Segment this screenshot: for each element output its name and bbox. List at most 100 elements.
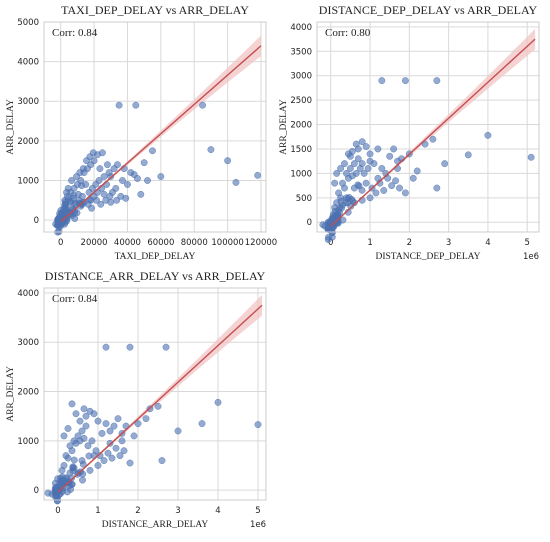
y-tick-label: 1500 (290, 145, 312, 155)
correlation-annotation: Corr: 0.84 (52, 27, 98, 39)
data-point (101, 191, 107, 197)
data-point (331, 180, 337, 186)
x-tick-label: 5 (255, 506, 260, 516)
data-point (381, 187, 387, 193)
data-point (233, 179, 239, 185)
data-point (332, 208, 338, 214)
y-tick-label: 1000 (17, 176, 39, 186)
data-point (144, 177, 150, 183)
y-tick-label: 2500 (290, 96, 312, 106)
data-point (107, 193, 113, 199)
data-point (119, 438, 125, 444)
data-point (359, 160, 365, 166)
y-tick-label: 3500 (290, 47, 312, 57)
data-point (78, 182, 84, 188)
data-point (59, 478, 65, 484)
y-tick-label: 4000 (17, 289, 39, 299)
data-point (392, 178, 398, 184)
x-tick-label: 60000 (147, 238, 174, 248)
data-point (123, 195, 129, 201)
data-point (54, 498, 60, 504)
data-point (341, 185, 347, 191)
y-tick-label: 3000 (290, 72, 312, 82)
data-point (175, 428, 181, 434)
data-point (119, 177, 125, 183)
subplot-3: 0 1 2 3 4 501000200030004000DISTANCE_ARR_DELA… (6, 269, 266, 530)
data-point (386, 153, 392, 159)
data-point (224, 157, 230, 163)
data-point (73, 411, 79, 417)
y-tick-label: 2000 (290, 121, 312, 131)
data-point (379, 165, 385, 171)
subplot-1: 0 20000 40000 60000 80000 100000 1200000100020… (6, 3, 277, 262)
data-point (373, 190, 379, 196)
data-point (355, 182, 361, 188)
x-axis-label: DISTANCE_DEP_DELAY (376, 252, 481, 262)
data-point (396, 185, 402, 191)
data-point (79, 477, 85, 483)
data-point (72, 200, 78, 206)
data-point (359, 187, 365, 193)
x-axis-offset-label: 1e6 (250, 520, 266, 530)
data-point (56, 485, 62, 491)
data-point (255, 421, 261, 427)
data-point (87, 467, 93, 473)
data-point (74, 210, 80, 216)
data-point (61, 462, 67, 468)
y-tick-label: 500 (296, 194, 312, 204)
x-tick-label: 40000 (114, 238, 141, 248)
x-tick-label: 5 (525, 238, 530, 248)
data-point (114, 161, 120, 167)
y-tick-label: 2000 (17, 137, 39, 147)
data-point (71, 457, 77, 463)
x-tick-label: 2 (407, 238, 412, 248)
y-tick-label: 0 (34, 216, 39, 226)
y-axis-label: ARR_DELAY (6, 366, 16, 422)
data-point (127, 460, 133, 466)
data-point (81, 435, 87, 441)
data-point (349, 148, 355, 154)
x-tick-label: 4 (215, 506, 220, 516)
x-tick-label: 20000 (81, 238, 108, 248)
data-point (375, 146, 381, 152)
x-axis-offset-label: 1e6 (523, 252, 539, 262)
x-tick-label: 0 (58, 238, 63, 248)
data-point (121, 447, 127, 453)
x-axis-label: TAXI_DEP_DELAY (115, 252, 196, 262)
x-tick-label: 3 (175, 506, 180, 516)
data-point (107, 428, 113, 434)
x-tick-label: 2 (135, 506, 140, 516)
subplot-title: DISTANCE_ARR_DELAY vs ARR_DELAY (45, 269, 266, 283)
data-point (72, 215, 78, 221)
data-point (70, 465, 76, 471)
y-tick-label: 1000 (290, 169, 312, 179)
subplot-title: DISTANCE_DEP_DELAY vs ARR_DELAY (319, 3, 538, 17)
data-point (528, 154, 534, 160)
x-tick-label: 100000 (211, 238, 243, 248)
data-point (337, 165, 343, 171)
x-axis-label: DISTANCE_ARR_DELAY (102, 520, 209, 530)
data-point (77, 418, 83, 424)
data-point (101, 457, 107, 463)
x-tick-label: 1 (367, 238, 372, 248)
x-tick-label: 3 (446, 238, 451, 248)
data-point (108, 199, 114, 205)
data-point (141, 159, 147, 165)
y-tick-label: 4000 (17, 58, 39, 68)
data-point (465, 152, 471, 158)
data-point (65, 455, 71, 461)
data-point (363, 180, 369, 186)
data-point (103, 344, 109, 350)
data-point (367, 158, 373, 164)
data-point (353, 141, 359, 147)
y-tick-label: 0 (34, 486, 39, 496)
data-point (338, 198, 344, 204)
y-tick-label: 0 (307, 218, 312, 228)
y-axis-label: ARR_DELAY (6, 99, 16, 155)
data-point (69, 401, 75, 407)
y-tick-label: 3000 (17, 338, 39, 348)
data-point (159, 457, 165, 463)
data-point (116, 102, 122, 108)
data-point (367, 151, 373, 157)
